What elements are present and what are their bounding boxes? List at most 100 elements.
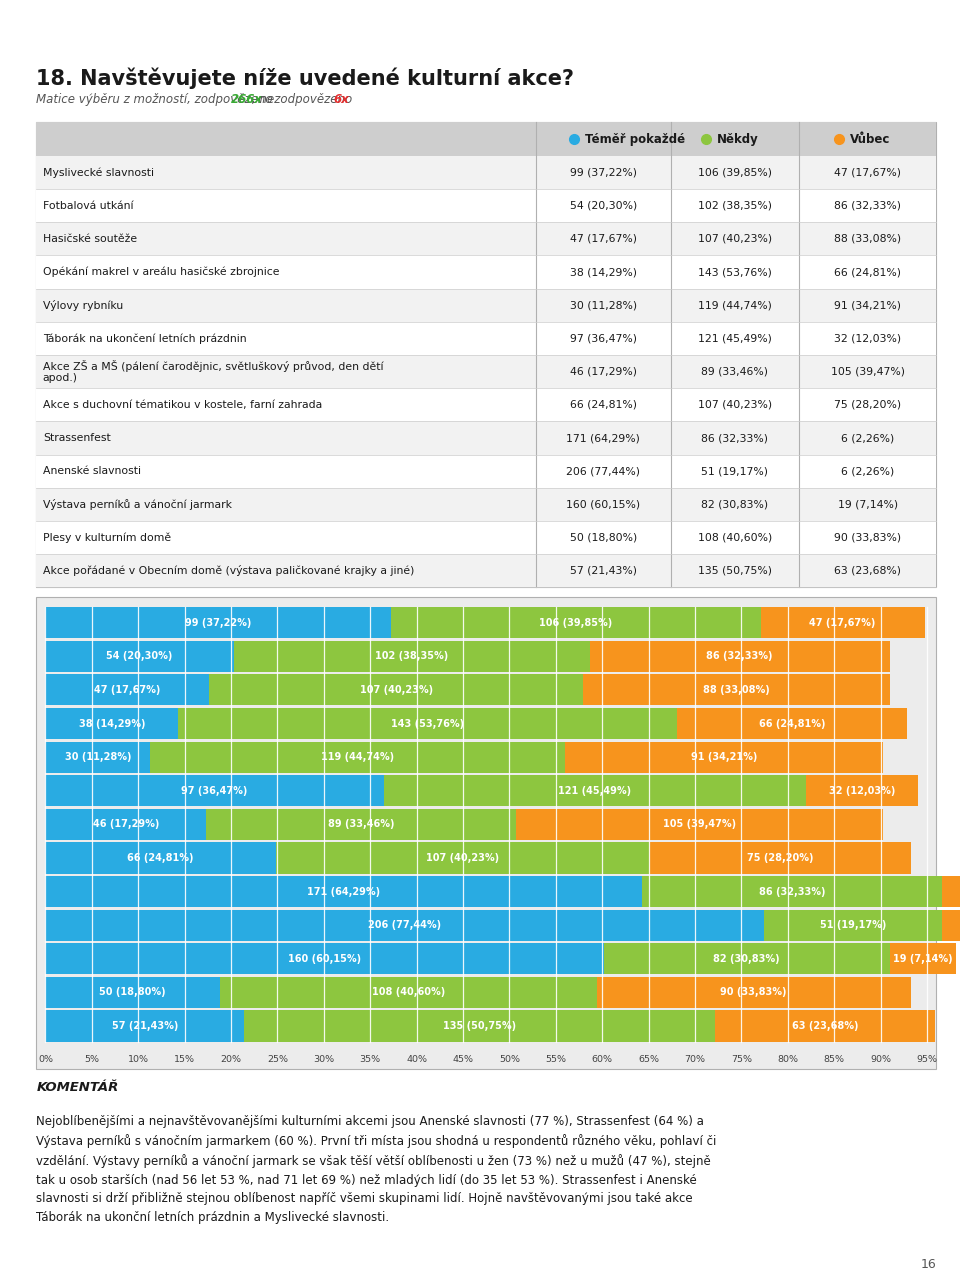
Bar xyxy=(220,977,597,1008)
Bar xyxy=(45,1011,245,1042)
Text: , nezodpovězeno: , nezodpovězeno xyxy=(252,93,356,105)
Text: 91 (34,21%): 91 (34,21%) xyxy=(691,752,757,763)
Text: 102 (38,35%): 102 (38,35%) xyxy=(698,201,772,211)
Text: 6 (2,26%): 6 (2,26%) xyxy=(841,433,895,444)
Text: Akce s duchovní tématikou v kostele, farní zahrada: Akce s duchovní tématikou v kostele, far… xyxy=(43,400,322,410)
Text: Nejoblíbenějšími a nejnavštěvovanějšími kulturními akcemi jsou Anenské slavnosti: Nejoblíbenějšími a nejnavštěvovanějšími … xyxy=(36,1115,717,1223)
Text: 32 (12,03%): 32 (12,03%) xyxy=(828,786,895,796)
Text: 19 (7,14%): 19 (7,14%) xyxy=(837,499,898,509)
Text: 82 (30,83%): 82 (30,83%) xyxy=(702,499,769,509)
Text: 119 (44,74%): 119 (44,74%) xyxy=(698,300,772,310)
Bar xyxy=(942,909,960,941)
Text: 95%: 95% xyxy=(917,1055,938,1064)
Text: Výstava perníků a vánoční jarmark: Výstava perníků a vánoční jarmark xyxy=(43,499,231,511)
Bar xyxy=(36,288,936,322)
Text: Někdy: Někdy xyxy=(717,132,758,145)
Text: 206 (77,44%): 206 (77,44%) xyxy=(369,921,442,930)
Text: 135 (50,75%): 135 (50,75%) xyxy=(444,1021,516,1031)
Text: 206 (77,44%): 206 (77,44%) xyxy=(566,467,640,476)
Text: 47 (17,67%): 47 (17,67%) xyxy=(834,167,901,177)
Bar xyxy=(36,122,936,588)
Text: 6 (2,26%): 6 (2,26%) xyxy=(841,467,895,476)
Bar xyxy=(649,842,911,873)
Text: 18. Navštěvujete níže uvedené kulturní akce?: 18. Navštěvujete níže uvedené kulturní a… xyxy=(36,67,574,89)
Text: 10%: 10% xyxy=(128,1055,149,1064)
Text: 160 (60,15%): 160 (60,15%) xyxy=(566,499,640,509)
Text: 32 (12,03%): 32 (12,03%) xyxy=(834,333,901,343)
Text: 54 (20,30%): 54 (20,30%) xyxy=(107,651,173,661)
Text: 57 (21,43%): 57 (21,43%) xyxy=(111,1021,179,1031)
Text: 70%: 70% xyxy=(684,1055,706,1064)
Bar xyxy=(36,597,936,1069)
Text: Fotbalová utkání: Fotbalová utkání xyxy=(43,201,133,211)
Text: 89 (33,46%): 89 (33,46%) xyxy=(328,819,395,829)
Text: 105 (39,47%): 105 (39,47%) xyxy=(830,367,904,377)
Text: 106 (39,85%): 106 (39,85%) xyxy=(540,617,612,628)
Bar xyxy=(45,742,150,773)
Text: 86 (32,33%): 86 (32,33%) xyxy=(834,201,901,211)
Text: 88 (33,08%): 88 (33,08%) xyxy=(703,685,770,694)
Text: 86 (32,33%): 86 (32,33%) xyxy=(702,433,768,444)
Text: 25%: 25% xyxy=(267,1055,288,1064)
Text: 97 (36,47%): 97 (36,47%) xyxy=(181,786,248,796)
Text: 57 (21,43%): 57 (21,43%) xyxy=(569,566,636,576)
Text: Výlovy rybníku: Výlovy rybníku xyxy=(43,300,123,311)
Text: Téměř pokaždé: Téměř pokaždé xyxy=(586,132,685,145)
Text: 99 (37,22%): 99 (37,22%) xyxy=(185,617,252,628)
Text: 266x: 266x xyxy=(231,93,263,105)
Text: 54 (20,30%): 54 (20,30%) xyxy=(569,201,636,211)
Bar xyxy=(36,222,936,256)
Bar xyxy=(36,521,936,554)
Text: 135 (50,75%): 135 (50,75%) xyxy=(698,566,772,576)
Text: 143 (53,76%): 143 (53,76%) xyxy=(698,267,772,276)
Bar xyxy=(45,640,234,671)
Bar xyxy=(764,909,942,941)
Text: 51 (19,17%): 51 (19,17%) xyxy=(702,467,768,476)
Text: 40%: 40% xyxy=(406,1055,427,1064)
Text: 5%: 5% xyxy=(84,1055,100,1064)
Text: 60%: 60% xyxy=(591,1055,612,1064)
Text: 90 (33,83%): 90 (33,83%) xyxy=(720,988,787,998)
Text: Strassenfest: Strassenfest xyxy=(43,433,110,444)
Bar xyxy=(45,909,764,941)
Bar xyxy=(583,674,890,706)
Text: 30%: 30% xyxy=(313,1055,334,1064)
Text: Vůbec: Vůbec xyxy=(850,132,890,145)
Bar xyxy=(36,388,936,422)
Text: 63 (23,68%): 63 (23,68%) xyxy=(792,1021,858,1031)
Text: 107 (40,23%): 107 (40,23%) xyxy=(360,685,433,694)
Bar xyxy=(45,842,276,873)
Text: 171 (64,29%): 171 (64,29%) xyxy=(307,886,380,896)
Text: 66 (24,81%): 66 (24,81%) xyxy=(834,267,901,276)
Text: 16: 16 xyxy=(921,1258,936,1271)
Bar xyxy=(36,455,936,487)
Bar xyxy=(715,1011,935,1042)
Bar xyxy=(245,1011,715,1042)
Bar xyxy=(36,256,936,288)
Text: 88 (33,08%): 88 (33,08%) xyxy=(834,234,901,244)
Text: 66 (24,81%): 66 (24,81%) xyxy=(128,853,194,863)
Text: 6x: 6x xyxy=(334,93,349,105)
Text: 171 (64,29%): 171 (64,29%) xyxy=(566,433,640,444)
Text: 97 (36,47%): 97 (36,47%) xyxy=(569,333,636,343)
Bar xyxy=(806,775,918,806)
Text: Opékání makrel v areálu hasičské zbrojnice: Opékání makrel v areálu hasičské zbrojni… xyxy=(43,266,279,278)
Text: 47 (17,67%): 47 (17,67%) xyxy=(94,685,160,694)
Bar xyxy=(36,322,936,355)
Text: 51 (19,17%): 51 (19,17%) xyxy=(820,921,886,930)
Bar xyxy=(36,122,936,156)
Text: 108 (40,60%): 108 (40,60%) xyxy=(372,988,444,998)
Text: 86 (32,33%): 86 (32,33%) xyxy=(707,651,773,661)
Text: 143 (53,76%): 143 (53,76%) xyxy=(391,719,464,729)
Text: 38 (14,29%): 38 (14,29%) xyxy=(569,267,636,276)
Bar xyxy=(597,977,911,1008)
Text: Plesy v kulturním domě: Plesy v kulturním domě xyxy=(43,532,171,543)
Text: Táborák na ukončení letních prázdnin: Táborák na ukončení letních prázdnin xyxy=(43,333,247,343)
Text: 75 (28,20%): 75 (28,20%) xyxy=(747,853,813,863)
Text: 50 (18,80%): 50 (18,80%) xyxy=(100,988,166,998)
Bar xyxy=(604,943,890,975)
Text: 91 (34,21%): 91 (34,21%) xyxy=(834,300,901,310)
Bar xyxy=(45,707,178,739)
Text: 107 (40,23%): 107 (40,23%) xyxy=(698,234,772,244)
Text: 55%: 55% xyxy=(545,1055,566,1064)
